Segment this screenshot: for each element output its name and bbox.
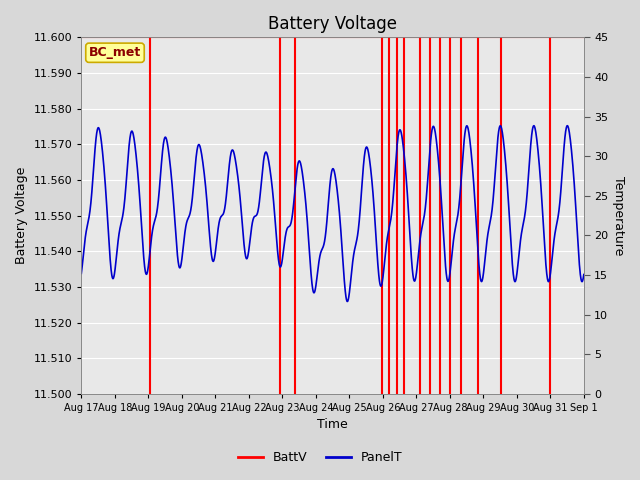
Text: BC_met: BC_met xyxy=(89,46,141,59)
Y-axis label: Battery Voltage: Battery Voltage xyxy=(15,167,28,264)
Y-axis label: Temperature: Temperature xyxy=(612,176,625,255)
Title: Battery Voltage: Battery Voltage xyxy=(268,15,397,33)
X-axis label: Time: Time xyxy=(317,419,348,432)
Legend: BattV, PanelT: BattV, PanelT xyxy=(232,446,408,469)
